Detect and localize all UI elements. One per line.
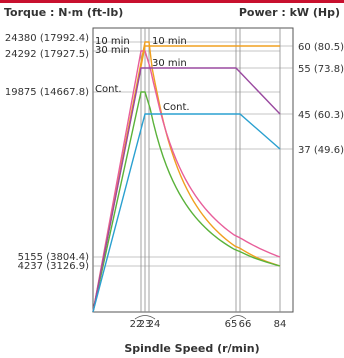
torque-30min-line [92, 50, 281, 313]
power-tick-label: 55 (73.8) [298, 64, 344, 75]
power-tick-label: 45 (60.3) [298, 110, 344, 121]
power-cont-line [92, 113, 281, 313]
right-axis-label: Power : kW (Hp) [239, 6, 340, 19]
power-tick-label: 37 (49.6) [298, 145, 344, 156]
plot-frame [92, 27, 294, 313]
power-30min-line [92, 67, 281, 313]
power-tick-label: 60 (80.5) [298, 42, 344, 53]
power-30min-label: 30 min [152, 58, 187, 69]
torque-cont-label: Cont. [95, 84, 122, 95]
torque-tick-label: 24292 (17927.5) [5, 49, 89, 60]
top-accent-bar [0, 0, 344, 3]
torque-10min-label: 10 min [95, 36, 130, 47]
speed-tick-label: 24 [148, 319, 161, 330]
speed-tick-label: 23 [139, 319, 152, 330]
speed-tick-label: 84 [274, 319, 287, 330]
left-axis-label: Torque : N·m (ft-lb) [4, 6, 123, 19]
torque-cont-line [92, 91, 281, 313]
torque-10min-line [92, 41, 281, 313]
tick-bracket [134, 315, 156, 320]
torque-tick-label: 24380 (17992.4) [5, 33, 89, 44]
torque-tick-label: 4237 (3126.9) [18, 261, 90, 272]
power-10min-label: 10 min [152, 36, 187, 47]
tick-bracket [229, 315, 247, 320]
speed-tick-label: 22 [130, 319, 143, 330]
x-axis-label: Spindle Speed (r/min) [124, 342, 259, 355]
power-cont-label: Cont. [163, 102, 190, 113]
torque-tick-label: 19875 (14667.8) [5, 87, 89, 98]
speed-tick-label: 65 [225, 319, 238, 330]
torque-tick-label: 5155 (3804.4) [18, 252, 90, 263]
torque-30min-label: 30 min [95, 45, 130, 56]
speed-tick-label: 66 [239, 319, 252, 330]
